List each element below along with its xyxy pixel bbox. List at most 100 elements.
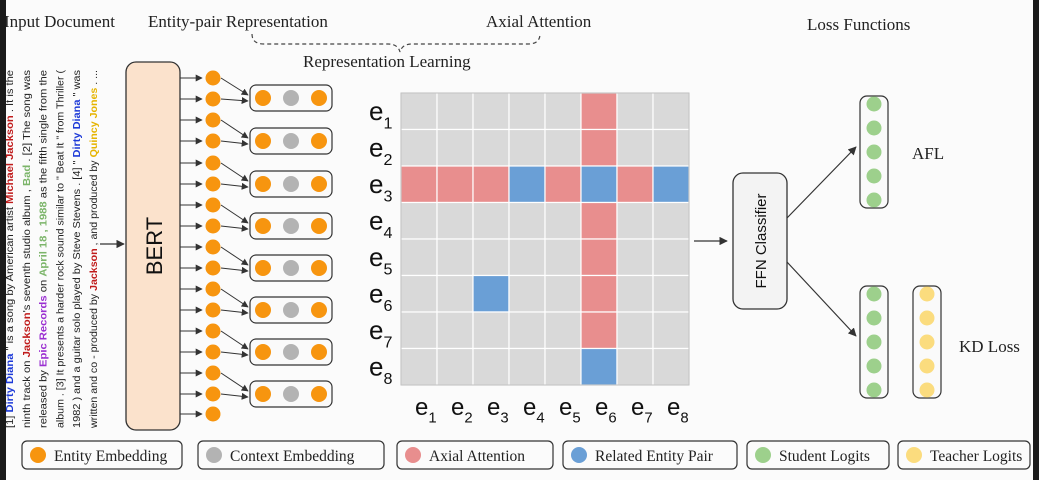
pair-entity-dot	[255, 133, 271, 149]
document-text-run: album . [3] It presents a harder rock so…	[55, 69, 66, 428]
axial-attention-heading: Axial Attention	[486, 12, 592, 31]
kd-student-logits-dot	[866, 286, 882, 302]
axial-attention-cell	[580, 311, 618, 350]
afl-student-logits-dot	[866, 120, 882, 136]
matrix-cell	[616, 92, 654, 131]
entity-to-pair-arrow	[220, 224, 249, 232]
matrix-cell	[436, 201, 474, 240]
entity-to-pair-arrow	[220, 204, 249, 224]
matrix-cell	[616, 201, 654, 240]
entity-mention: Michael Jackson	[5, 115, 16, 204]
afl-student-logits-dot	[866, 144, 882, 160]
matrix-row-label: e7	[369, 315, 392, 351]
related-entity-pair-cell	[580, 347, 618, 386]
entity-mention: Jackson	[22, 312, 33, 357]
matrix-cell	[652, 347, 690, 386]
pair-context-dot	[283, 302, 299, 318]
entity-mention: Epic Records	[39, 295, 50, 367]
legend-swatch-axial	[405, 447, 421, 463]
entity-embedding-dot	[205, 112, 221, 128]
pair-context-dot	[283, 260, 299, 276]
entity-embedding-dot	[205, 302, 221, 318]
afl-student-logits-dot	[866, 168, 882, 184]
matrix-row-label: e6	[369, 279, 392, 315]
matrix-cell	[616, 347, 654, 386]
representation-learning-brace	[251, 33, 541, 53]
matrix-row-label: e2	[369, 133, 392, 169]
entity-mention: Jackson	[89, 248, 100, 291]
pair-entity-dot	[255, 176, 271, 192]
entity-embedding-dot	[205, 91, 221, 107]
matrix-col-label: e2	[451, 394, 473, 427]
matrix-row-label: e4	[369, 206, 392, 242]
axial-attention-cell	[544, 165, 582, 204]
matrix-cell	[508, 201, 546, 240]
legend-item-student	[746, 440, 890, 470]
entity-embedding-dot	[205, 70, 221, 86]
document-line: released by Epic Records on April 18 , 1…	[39, 70, 50, 428]
entity-pair-representation-heading: Entity-pair Representation	[148, 12, 328, 31]
pair-entity-dot	[311, 344, 327, 360]
matrix-cell	[544, 347, 582, 386]
kd-teacher-logits-dot	[919, 382, 935, 398]
kd-loss-label: KD Loss	[959, 337, 1020, 356]
matrix-cell	[400, 311, 438, 350]
matrix-cell	[652, 92, 690, 131]
matrix-cell	[652, 128, 690, 167]
afl-student-logits-dot	[866, 192, 882, 208]
ffn-to-afl-arrow	[786, 146, 857, 219]
kd-student-logits-dot	[866, 382, 882, 398]
document-line: album . [3] It presents a harder rock so…	[55, 69, 66, 428]
kd-teacher-logits-dot	[919, 286, 935, 302]
document-text-run: , and produced by	[89, 157, 100, 248]
legend-item-entity	[21, 440, 183, 470]
input-document-heading: Input Document	[4, 12, 115, 31]
matrix-cell	[652, 274, 690, 313]
legend-item-axial	[396, 440, 554, 470]
matrix-cell	[400, 347, 438, 386]
matrix-row-label: e1	[369, 96, 392, 132]
document-line: 1982 ) and a guitar solo played by Steve…	[72, 70, 83, 428]
matrix-cell	[544, 128, 582, 167]
pair-entity-dot	[311, 133, 327, 149]
entity-to-pair-arrow	[220, 308, 249, 316]
legend-item-context	[197, 440, 385, 470]
entity-embedding-dot	[205, 197, 221, 213]
entity-mention: Quincy Jones	[89, 87, 100, 157]
right-frame-edge	[1033, 0, 1039, 480]
pair-context-dot	[283, 344, 299, 360]
axial-attention-cell	[616, 165, 654, 204]
matrix-cell	[544, 238, 582, 277]
entity-embedding-dot	[205, 260, 221, 276]
legend-label-context: Context Embedding	[230, 448, 355, 465]
entity-to-pair-arrow	[220, 77, 249, 96]
kd-student-logits-dot	[866, 358, 882, 374]
matrix-cell	[652, 238, 690, 277]
legend-swatch-entity	[30, 447, 46, 463]
document-text-run: " is a song by American artist	[5, 204, 16, 354]
entity-to-pair-arrow	[220, 266, 249, 274]
matrix-cell	[436, 311, 474, 350]
matrix-cell	[472, 128, 510, 167]
pair-context-dot	[283, 386, 299, 402]
matrix-cell	[508, 92, 546, 131]
entity-embedding-dot	[205, 176, 221, 192]
kd-teacher-logits-dot	[919, 334, 935, 350]
entity-to-pair-arrow	[220, 97, 249, 105]
document-text-run: released by	[39, 367, 50, 428]
document-text-run: . It is the	[5, 70, 16, 116]
related-entity-pair-cell	[508, 165, 546, 204]
legend-label-related: Related Entity Pair	[595, 448, 714, 465]
bert-label: BERT	[142, 217, 167, 275]
kd-student-logits-dot	[866, 310, 882, 326]
pair-entity-dot	[311, 386, 327, 402]
pair-context-dot	[283, 176, 299, 192]
pair-context-dot	[283, 218, 299, 234]
matrix-col-label: e3	[487, 394, 509, 427]
pair-context-dot	[283, 90, 299, 106]
pair-entity-dot	[255, 218, 271, 234]
pair-entity-dot	[255, 260, 271, 276]
matrix-cell	[544, 92, 582, 131]
